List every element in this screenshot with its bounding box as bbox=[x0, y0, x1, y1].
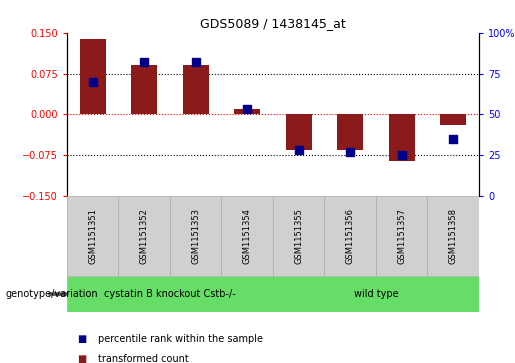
Text: ■: ■ bbox=[77, 334, 87, 344]
Bar bbox=[286, 114, 312, 150]
Bar bbox=[273, 196, 324, 276]
Bar bbox=[183, 65, 209, 114]
Bar bbox=[273, 276, 479, 312]
Text: GSM1151352: GSM1151352 bbox=[140, 208, 149, 264]
Point bbox=[243, 107, 251, 113]
Text: GSM1151356: GSM1151356 bbox=[346, 208, 355, 264]
Point bbox=[89, 79, 97, 85]
Bar bbox=[221, 196, 273, 276]
Text: wild type: wild type bbox=[354, 289, 398, 299]
Bar bbox=[427, 196, 479, 276]
Title: GDS5089 / 1438145_at: GDS5089 / 1438145_at bbox=[200, 17, 346, 30]
Bar bbox=[337, 114, 363, 150]
Text: percentile rank within the sample: percentile rank within the sample bbox=[98, 334, 263, 344]
Bar bbox=[376, 196, 427, 276]
Text: GSM1151357: GSM1151357 bbox=[397, 208, 406, 264]
Text: cystatin B knockout Cstb-/-: cystatin B knockout Cstb-/- bbox=[104, 289, 236, 299]
Text: ■: ■ bbox=[77, 354, 87, 363]
Bar bbox=[118, 196, 170, 276]
Text: GSM1151358: GSM1151358 bbox=[449, 208, 458, 264]
Bar bbox=[67, 196, 118, 276]
Point bbox=[449, 136, 457, 142]
Bar bbox=[67, 276, 273, 312]
Text: genotype/variation: genotype/variation bbox=[5, 289, 98, 299]
Bar bbox=[234, 109, 260, 114]
Text: GSM1151355: GSM1151355 bbox=[294, 208, 303, 264]
Bar bbox=[389, 114, 415, 160]
Bar bbox=[170, 196, 221, 276]
Bar bbox=[440, 114, 466, 125]
Bar bbox=[131, 65, 157, 114]
Bar bbox=[324, 196, 376, 276]
Text: GSM1151354: GSM1151354 bbox=[243, 208, 252, 264]
Bar bbox=[80, 39, 106, 114]
Text: transformed count: transformed count bbox=[98, 354, 188, 363]
Point bbox=[295, 147, 303, 153]
Point bbox=[398, 152, 406, 158]
Point bbox=[140, 59, 148, 65]
Text: GSM1151351: GSM1151351 bbox=[88, 208, 97, 264]
Point bbox=[192, 59, 200, 65]
Point bbox=[346, 149, 354, 155]
Text: GSM1151353: GSM1151353 bbox=[191, 208, 200, 264]
